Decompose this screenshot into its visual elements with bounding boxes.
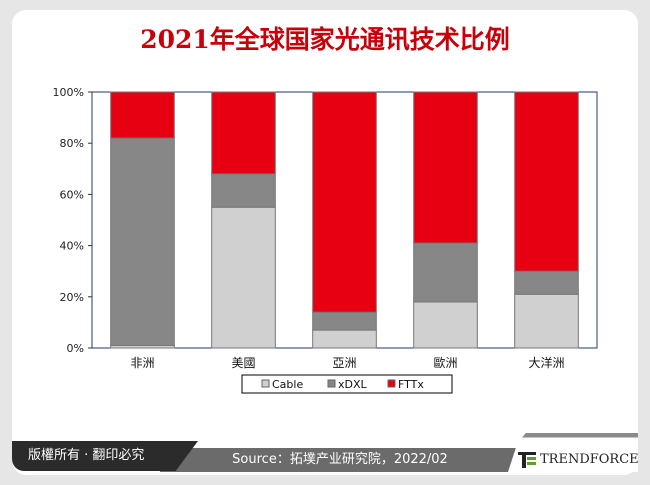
legend-label: FTTx xyxy=(398,378,424,391)
y-tick-label: 80% xyxy=(60,137,84,150)
legend-swatch-cable xyxy=(261,379,270,388)
bar-fttx xyxy=(413,91,478,244)
x-tick-label: 大洋洲 xyxy=(528,355,564,370)
bar-fttx xyxy=(312,91,377,313)
bar-fttx xyxy=(211,91,276,175)
y-tick-label: 60% xyxy=(60,188,84,201)
legend-label: Cable xyxy=(272,378,303,391)
x-tick-label: 亞洲 xyxy=(332,356,356,370)
bar-xdxl xyxy=(413,242,478,303)
legend-swatch-fttx xyxy=(387,379,396,388)
source-text: Source：拓墣产业研究院，2022/02 xyxy=(160,448,520,472)
y-tick-label: 20% xyxy=(60,291,84,304)
bar-xdxl xyxy=(211,173,276,208)
y-tick-label: 40% xyxy=(60,240,84,253)
y-tick-label: 100% xyxy=(53,86,84,99)
trendforce-logo-icon xyxy=(518,452,536,468)
legend xyxy=(241,374,453,394)
trendforce-logo-text: TRENDFORCE xyxy=(540,452,639,467)
bar-cable xyxy=(514,293,579,349)
chart-title: 2021年全球国家光通讯技术比例 xyxy=(140,25,510,54)
footer-decoration xyxy=(522,433,638,438)
bar-cable xyxy=(413,301,478,349)
legend-label: xDXL xyxy=(338,378,368,391)
bar-fttx xyxy=(514,91,579,272)
bar-xdxl xyxy=(312,311,377,331)
x-tick-label: 美國 xyxy=(231,356,255,370)
bar-fttx xyxy=(110,91,175,139)
copyright-text: 版權所有 · 翻印必究 xyxy=(12,441,198,471)
legend-swatch-xdxl xyxy=(327,379,336,388)
bar-xdxl xyxy=(514,270,579,295)
y-tick-label: 0% xyxy=(67,342,84,355)
x-tick-label: 歐洲 xyxy=(433,355,457,370)
x-tick-label: 非洲 xyxy=(130,356,154,370)
bar-cable xyxy=(312,329,377,349)
bar-xdxl xyxy=(110,137,175,346)
bar-cable xyxy=(211,206,276,349)
